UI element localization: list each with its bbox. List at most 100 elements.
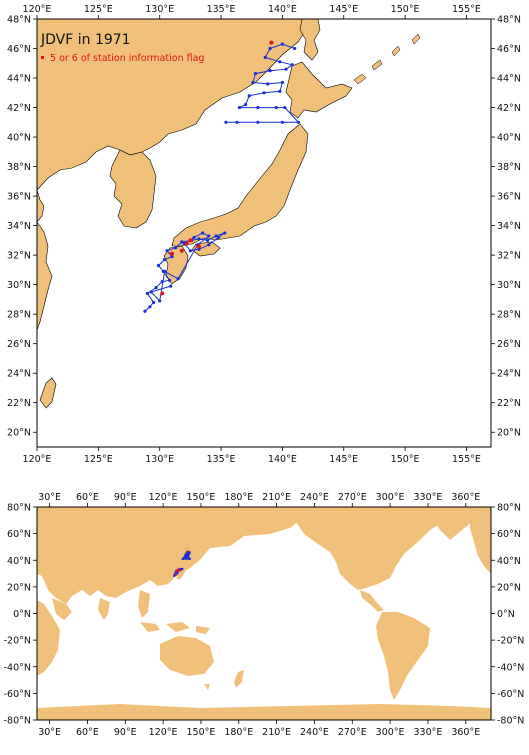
station-point (214, 234, 218, 238)
world-lon-label-bottom: 30°E (38, 727, 61, 738)
world-lat-label-left: 80°N (7, 503, 31, 514)
station-point (154, 286, 158, 290)
station-point (268, 69, 272, 73)
world-station-point (188, 557, 192, 561)
world-lon-label-top: 210°E (262, 492, 291, 503)
map-title: JDVF in 1971 (40, 32, 131, 48)
regional-lat-label-left: 22°N (7, 398, 31, 409)
world-lon-label-bottom: 360°E (451, 727, 480, 738)
flagged-station-point (169, 251, 174, 256)
land-asia-mainland (37, 19, 313, 223)
regional-lon-label-bottom: 125°E (84, 454, 113, 465)
world-lon-label-top: 60°E (76, 492, 99, 503)
land-new-zealand (234, 670, 244, 688)
world-lat-label-right: 80°N (497, 503, 521, 514)
regional-lon-label-bottom: 130°E (145, 454, 174, 465)
regional-lon-label-top: 135°E (207, 4, 236, 15)
regional-lat-label-right: 44°N (497, 74, 521, 85)
land-central-america (360, 590, 384, 612)
regional-lon-label-bottom: 140°E (268, 454, 297, 465)
world-lat-label-right: 40°N (497, 556, 521, 567)
regional-lat-label-left: 30°N (7, 280, 31, 291)
station-point (280, 120, 285, 124)
regional-lat-label-left: 32°N (7, 251, 31, 262)
regional-lat-label-left: 24°N (7, 369, 31, 380)
regional-lat-label-left: 28°N (7, 310, 31, 321)
world-map-frame (36, 506, 492, 721)
world-lon-label-bottom: 270°E (338, 727, 367, 738)
world-lat-label-right: 20°N (497, 582, 521, 593)
land-africa (37, 600, 60, 676)
station-point (174, 246, 178, 250)
station-point (207, 234, 211, 238)
world-lat-label-left: 60°N (7, 529, 31, 540)
regional-map-ticks: 120°E 120°E 125°E 125°E 130°E 130°E 135°E 135°E… (7, 4, 521, 465)
world-station-point (181, 557, 184, 561)
land-honshu (171, 123, 309, 247)
legend-flag-label: 5 or 6 of station information flag (50, 53, 204, 64)
land-europe-right (470, 507, 491, 574)
station-point (293, 46, 297, 51)
world-lat-label-right: -40°N (497, 662, 524, 673)
station-point (163, 257, 167, 262)
land-sakhalin (299, 19, 321, 61)
station-point (170, 255, 174, 259)
station-point (247, 94, 251, 98)
world-lon-label-top: 300°E (376, 492, 405, 503)
station-point (256, 120, 260, 124)
world-lat-label-left: -60°N (4, 689, 31, 700)
land-kurils (353, 33, 421, 85)
station-point (149, 290, 153, 294)
station-point (266, 82, 270, 86)
land-south-asia (52, 590, 150, 620)
station-point (268, 46, 272, 51)
regional-lat-label-right: 38°N (497, 162, 521, 173)
world-lat-label-left: 20°N (7, 582, 31, 593)
station-point (163, 269, 167, 273)
station-point (217, 235, 221, 240)
station-point (160, 280, 164, 284)
regional-lon-label-top: 130°E (145, 4, 174, 15)
station-point (263, 55, 267, 59)
regional-lon-label-top: 145°E (329, 4, 358, 15)
world-lon-label-top: 270°E (338, 492, 367, 503)
station-point (165, 249, 169, 253)
regional-lat-label-left: 36°N (7, 192, 31, 203)
regional-lon-label-top: 125°E (84, 4, 113, 15)
world-lat-label-right: 60°N (497, 529, 521, 540)
land-south-america (376, 612, 430, 700)
station-point (167, 278, 172, 282)
world-lon-label-top: 120°E (149, 492, 178, 503)
regional-lat-label-right: 20°N (497, 428, 521, 439)
world-station-point (184, 557, 187, 561)
station-point (148, 305, 152, 309)
station-point (192, 235, 196, 240)
station-point (251, 80, 255, 85)
regional-lat-label-right: 22°N (497, 398, 521, 409)
regional-lat-label-left: 26°N (7, 339, 31, 350)
world-land (37, 507, 491, 720)
regional-lat-label-right: 24°N (497, 369, 521, 380)
station-point (284, 67, 288, 71)
station-point (188, 249, 192, 253)
land-australia (160, 636, 214, 690)
regional-lat-label-left: 38°N (7, 162, 31, 173)
regional-lat-label-left: 44°N (7, 74, 31, 85)
station-point (283, 105, 287, 110)
regional-lon-label-top: 140°E (268, 4, 297, 15)
world-lat-label-right: 0°N (497, 609, 515, 620)
regional-lat-label-left: 48°N (7, 15, 31, 26)
flagged-station-point (160, 291, 165, 296)
regional-land (37, 19, 421, 409)
land-greenland (430, 507, 476, 540)
flagged-station-point (179, 248, 184, 253)
world-flagged-station-point (175, 569, 179, 572)
station-point (201, 231, 205, 235)
station-point (243, 103, 248, 107)
world-map: 30°E 30°E 60°E 60°E 90°E 90°E 120°E 120°E 150°E 1… (4, 492, 525, 738)
regional-lon-label-top: 155°E (452, 4, 481, 15)
station-point (169, 284, 173, 288)
world-lon-label-top: 360°E (451, 492, 480, 503)
world-lon-label-top: 150°E (186, 492, 215, 503)
regional-flag-points (160, 40, 274, 296)
